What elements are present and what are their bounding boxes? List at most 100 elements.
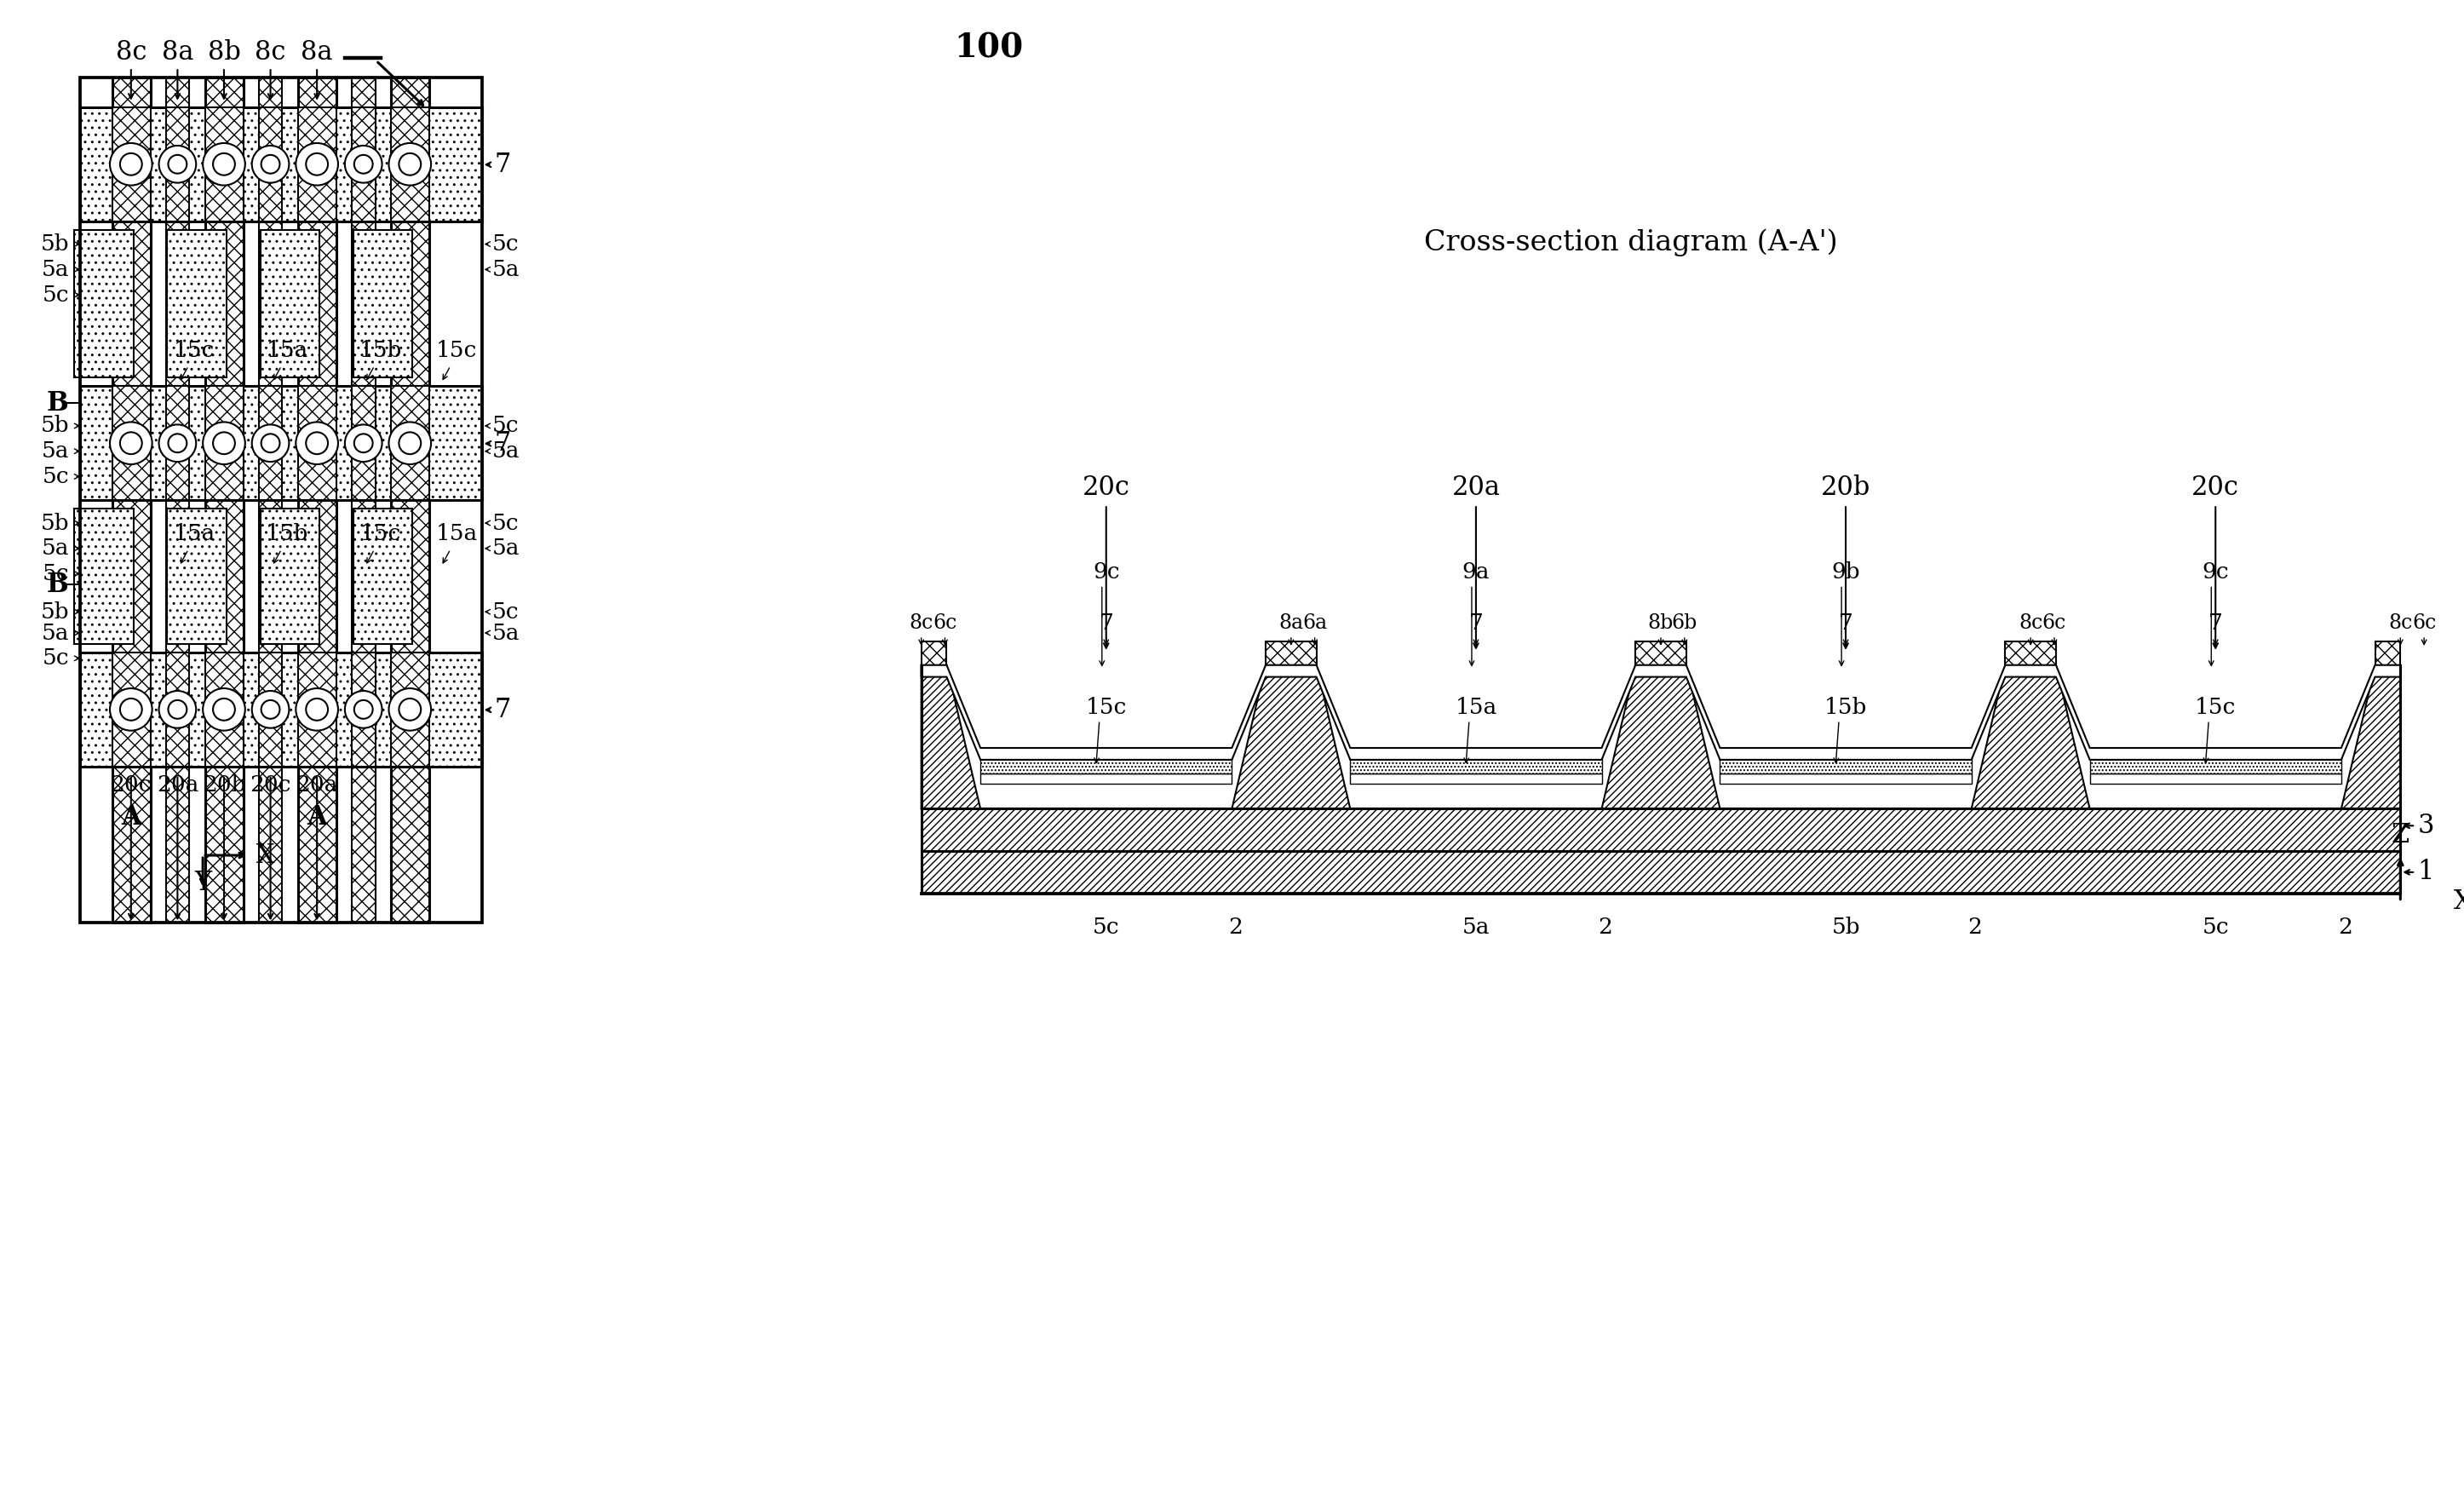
Bar (392, 386, 429, 501)
Text: 8b: 8b (207, 39, 241, 66)
Polygon shape (1636, 641, 1685, 665)
Bar (392, 108, 429, 221)
Bar (113, 386, 150, 501)
Bar (74, 230, 133, 378)
Text: 15c: 15c (436, 339, 478, 362)
Bar (298, 652, 338, 767)
Circle shape (121, 152, 143, 175)
Text: 2: 2 (1969, 916, 1984, 937)
Circle shape (251, 425, 288, 462)
Circle shape (345, 145, 382, 182)
Text: 5c: 5c (42, 564, 69, 585)
Bar (113, 652, 150, 767)
Text: 5a: 5a (493, 441, 520, 462)
Bar (981, 773, 1232, 783)
Text: 5a: 5a (42, 538, 69, 559)
Bar (2089, 748, 2341, 758)
Text: 5b: 5b (1831, 916, 1860, 937)
Polygon shape (1602, 665, 1720, 809)
Circle shape (345, 691, 382, 728)
Circle shape (202, 688, 244, 731)
Bar (205, 78, 244, 922)
Text: A: A (121, 804, 140, 830)
Circle shape (306, 698, 328, 721)
Circle shape (306, 152, 328, 175)
Text: 20b: 20b (202, 774, 246, 795)
Circle shape (158, 691, 197, 728)
Text: 15b: 15b (1823, 697, 1868, 718)
Text: 7: 7 (1469, 611, 1483, 634)
Text: 6c: 6c (2412, 613, 2437, 632)
Circle shape (261, 155, 281, 173)
Text: 2: 2 (2338, 916, 2353, 937)
Circle shape (111, 688, 153, 731)
Text: 20c: 20c (2190, 474, 2240, 501)
Text: 20a: 20a (1451, 474, 1501, 501)
Text: 5c: 5c (42, 647, 69, 668)
Circle shape (261, 434, 281, 453)
Bar (259, 108, 283, 221)
Text: 5c: 5c (493, 601, 520, 622)
Bar (352, 108, 375, 221)
Text: 5c: 5c (493, 513, 520, 534)
Text: 7: 7 (495, 431, 510, 457)
Text: 7: 7 (2208, 611, 2223, 634)
Text: 1: 1 (2417, 860, 2434, 885)
Bar (205, 108, 244, 221)
Bar (259, 78, 283, 922)
Bar (113, 108, 150, 221)
Text: X: X (2454, 888, 2464, 915)
Text: 9b: 9b (1831, 562, 1860, 583)
Text: 15b: 15b (266, 523, 308, 544)
Circle shape (168, 700, 187, 719)
Circle shape (158, 425, 197, 462)
Circle shape (111, 422, 153, 465)
Text: 9c: 9c (1092, 562, 1119, 583)
Circle shape (399, 152, 421, 175)
Bar (352, 386, 375, 501)
Polygon shape (1971, 665, 2089, 809)
Text: 5c: 5c (493, 416, 520, 437)
Bar (2089, 773, 2341, 783)
Text: 8c: 8c (116, 39, 145, 66)
Text: 15c: 15c (2195, 697, 2237, 718)
Bar (922, 809, 2400, 851)
Bar (1350, 748, 1602, 758)
Bar (2089, 758, 2341, 773)
Bar (165, 108, 190, 221)
Bar (165, 78, 190, 922)
Text: 5a: 5a (493, 259, 520, 280)
Circle shape (389, 144, 431, 185)
Text: 15a: 15a (1454, 697, 1498, 718)
Text: B: B (47, 571, 69, 598)
Text: 100: 100 (954, 31, 1023, 64)
Bar (168, 508, 227, 644)
Text: 5a: 5a (42, 622, 69, 644)
Text: 5a: 5a (1461, 916, 1491, 937)
Bar (81, 652, 483, 767)
Text: 15c: 15c (1087, 697, 1126, 718)
Text: 5c: 5c (2203, 916, 2230, 937)
Polygon shape (922, 665, 981, 809)
Bar (1350, 773, 1602, 783)
Bar (261, 230, 320, 378)
Text: 5b: 5b (42, 513, 69, 534)
Text: 8c: 8c (909, 613, 934, 632)
Circle shape (296, 144, 338, 185)
Bar (165, 652, 190, 767)
Bar (1720, 758, 1971, 773)
Circle shape (389, 422, 431, 465)
Text: 15a: 15a (436, 523, 478, 544)
Circle shape (261, 700, 281, 719)
Bar (205, 386, 244, 501)
Text: 8c: 8c (2018, 613, 2043, 632)
Bar (1720, 773, 1971, 783)
Bar (352, 230, 411, 378)
Polygon shape (922, 665, 2400, 759)
Circle shape (121, 698, 143, 721)
Bar (298, 78, 338, 922)
Text: 5b: 5b (42, 601, 69, 622)
Text: 7: 7 (1099, 611, 1114, 634)
Circle shape (212, 152, 234, 175)
Bar (981, 758, 1232, 773)
